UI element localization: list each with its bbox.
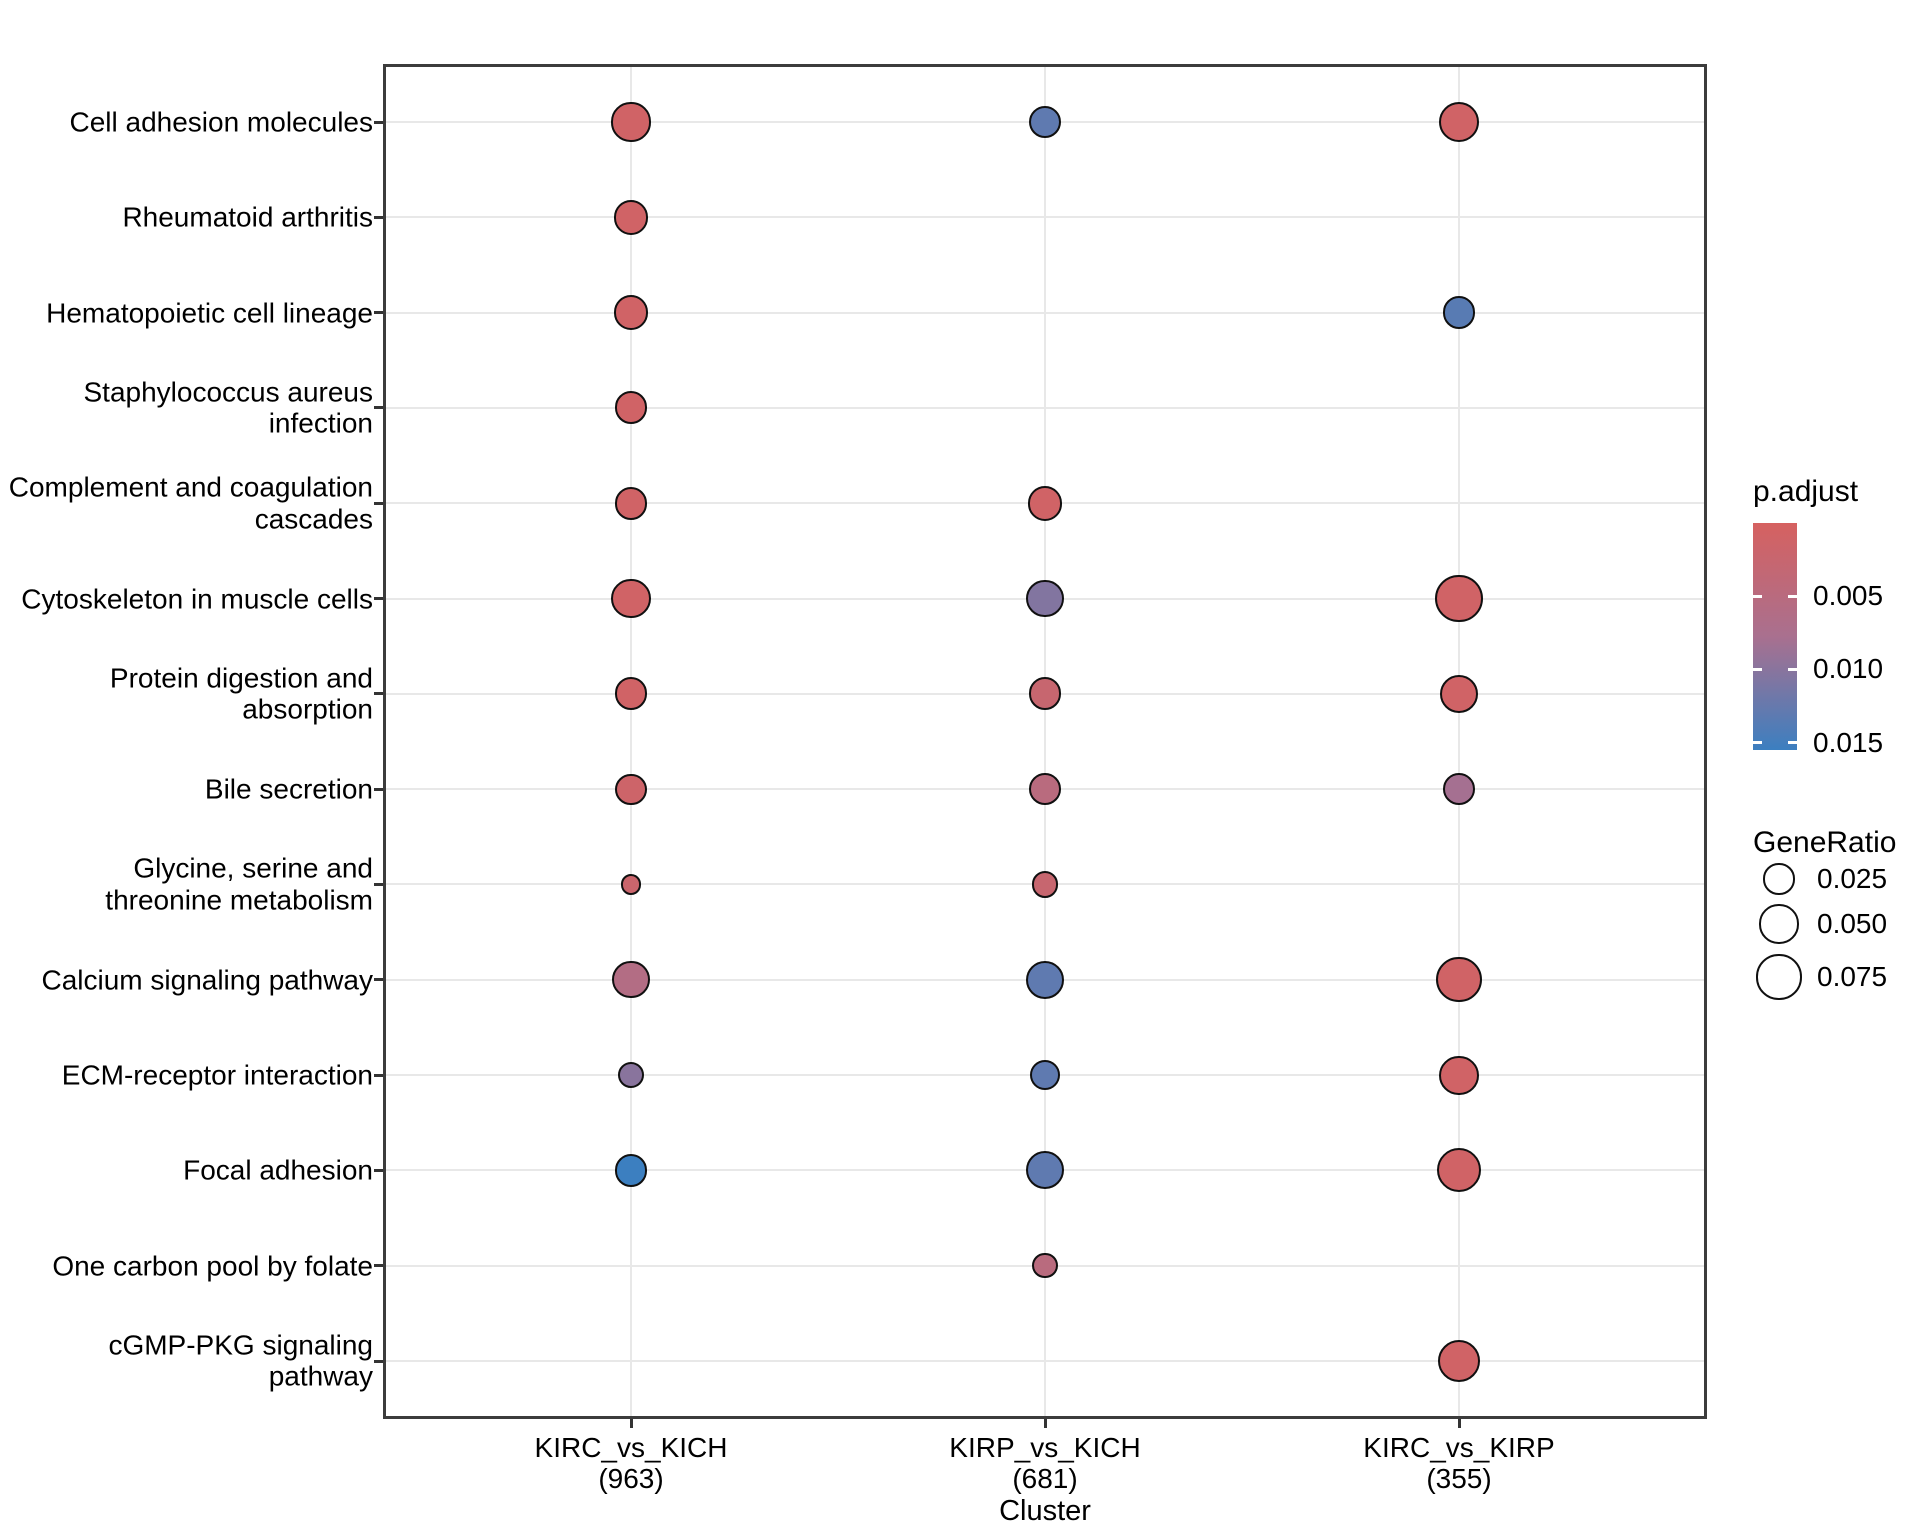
data-point <box>614 486 648 520</box>
y-tick-mark <box>374 215 383 219</box>
y-tick-mark <box>374 692 383 696</box>
y-axis-label: Hematopoietic cell lineage <box>46 296 373 328</box>
data-point <box>1442 296 1476 330</box>
x-axis-title: Cluster <box>999 1495 1091 1527</box>
data-point <box>1439 1055 1479 1095</box>
y-axis-label: One carbon pool by folate <box>52 1250 373 1282</box>
data-point <box>614 677 648 711</box>
y-tick-mark <box>374 1359 383 1363</box>
y-axis-label: Bile secretion <box>204 773 373 805</box>
color-legend-tick-right <box>1788 594 1797 598</box>
data-point <box>1437 1339 1481 1383</box>
data-point <box>1029 773 1061 806</box>
y-tick-mark <box>374 787 383 791</box>
size-legend-label: 0.075 <box>1817 961 1888 992</box>
y-axis-label: cGMP-PKG signaling pathway <box>108 1329 373 1392</box>
color-legend-tick-left <box>1753 667 1762 671</box>
data-point <box>613 199 649 235</box>
color-legend-title: p.adjust <box>1753 475 1859 508</box>
x-axis-label: KIRP_vs_KICH (681) <box>949 1432 1141 1495</box>
data-point <box>617 1061 645 1089</box>
color-legend-tick-label: 0.005 <box>1813 580 1884 612</box>
data-point <box>1031 871 1059 898</box>
x-axis-label: KIRC_vs_KIRP (355) <box>1363 1432 1555 1495</box>
color-legend-tick-left <box>1753 741 1762 745</box>
y-tick-mark <box>374 406 383 410</box>
y-axis-label: Focal adhesion <box>183 1154 373 1186</box>
data-point <box>1030 1060 1060 1091</box>
y-axis-label: Cytoskeleton in muscle cells <box>21 582 373 614</box>
data-point <box>1027 485 1063 521</box>
color-legend-gradient-bar <box>1753 523 1797 750</box>
y-tick-mark <box>374 120 383 124</box>
data-point <box>1436 957 1482 1003</box>
size-legend-title: GeneRatio <box>1753 826 1897 859</box>
data-point <box>1028 677 1062 711</box>
color-legend-tick-right <box>1788 667 1797 671</box>
v-gridline <box>630 67 632 1416</box>
y-tick-mark <box>374 1264 383 1268</box>
data-point <box>1026 1151 1064 1190</box>
y-tick-mark <box>374 1073 383 1077</box>
data-point <box>1436 1148 1481 1193</box>
x-tick-mark <box>1457 1419 1461 1428</box>
data-point <box>1026 579 1064 618</box>
data-point <box>614 391 648 425</box>
x-axis-label: KIRC_vs_KICH (963) <box>534 1432 728 1495</box>
data-point <box>611 579 651 619</box>
y-axis-label: Cell adhesion molecules <box>69 106 373 138</box>
v-gridline <box>1044 67 1046 1416</box>
y-tick-mark <box>374 597 383 601</box>
data-point <box>1443 773 1475 806</box>
data-point <box>1440 674 1478 713</box>
y-axis-label: Rheumatoid arthritis <box>122 201 373 233</box>
color-legend-tick-right <box>1788 741 1797 745</box>
size-legend-circle <box>1756 954 1802 1000</box>
v-gridline <box>1458 67 1460 1416</box>
y-axis-label: Protein digestion and absorption <box>109 662 373 725</box>
data-point <box>615 773 647 805</box>
size-legend-circle <box>1759 904 1799 944</box>
color-legend-tick-label: 0.010 <box>1813 653 1884 685</box>
y-tick-mark <box>374 1168 383 1172</box>
data-point <box>1435 575 1483 623</box>
y-tick-mark <box>374 882 383 886</box>
x-tick-mark <box>1043 1419 1047 1428</box>
data-point <box>1032 1253 1058 1279</box>
data-point <box>611 102 651 142</box>
size-legend-label: 0.050 <box>1817 908 1888 939</box>
data-point <box>1028 105 1062 139</box>
data-point <box>1438 101 1480 143</box>
y-axis-label: Calcium signaling pathway <box>41 964 373 996</box>
x-tick-mark <box>629 1419 633 1428</box>
y-tick-mark <box>374 501 383 505</box>
y-axis-label: Complement and coagulation cascades <box>8 471 373 535</box>
data-point <box>612 961 650 999</box>
y-tick-mark <box>374 311 383 315</box>
data-point <box>1026 960 1064 999</box>
y-axis-label: Glycine, serine and threonine metabolism <box>105 853 373 916</box>
y-tick-mark <box>374 978 383 982</box>
y-axis-label: ECM-receptor interaction <box>61 1059 373 1091</box>
color-legend-tick-left <box>1753 594 1762 598</box>
size-legend-label: 0.025 <box>1817 863 1888 894</box>
data-point <box>613 295 649 331</box>
data-point <box>620 873 642 895</box>
data-point <box>614 1153 648 1187</box>
plot-panel <box>383 64 1707 1419</box>
color-legend-tick-label: 0.015 <box>1813 726 1884 758</box>
y-axis-label: Staphylococcus aureus infection <box>83 376 373 439</box>
size-legend-circle <box>1763 863 1795 895</box>
